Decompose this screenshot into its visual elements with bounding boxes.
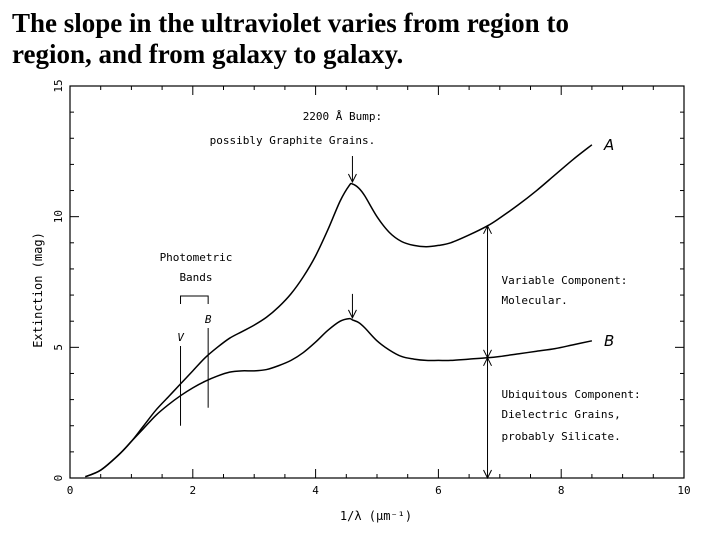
series-label-a: A bbox=[603, 136, 614, 154]
slide-title-line-2: region, and from galaxy to galaxy. bbox=[12, 39, 404, 69]
bump-label-line-1: 2200 Å Bump: bbox=[303, 110, 382, 123]
y-tick-label: 0 bbox=[52, 475, 65, 482]
x-axis-label: 1/λ (μm⁻¹) bbox=[340, 509, 412, 523]
y-tick-label: 5 bbox=[52, 344, 65, 351]
ubiquitous-component-line-2: Dielectric Grains, bbox=[502, 408, 621, 421]
y-tick-label: 15 bbox=[52, 79, 65, 92]
x-tick-label: 0 bbox=[67, 484, 74, 497]
bump-arrowhead-a bbox=[347, 173, 357, 184]
x-tick-label: 4 bbox=[312, 484, 319, 497]
bump-arrowhead-b bbox=[347, 309, 357, 320]
slide-title: The slope in the ultraviolet varies from… bbox=[12, 8, 712, 70]
series-label-b: B bbox=[604, 332, 614, 350]
band-v-label: V bbox=[177, 331, 185, 344]
bands-label-line-1: Photometric bbox=[160, 251, 233, 264]
variable-component-line-1: Variable Component: bbox=[502, 274, 628, 287]
bands-bracket bbox=[180, 295, 209, 304]
bands-label-line-2: Bands bbox=[179, 271, 212, 284]
chart-annotations: 2200 Å Bump: possibly Graphite Grains. Pho… bbox=[160, 110, 641, 480]
x-tick-label: 6 bbox=[435, 484, 442, 497]
variable-component-line-2: Molecular. bbox=[502, 294, 568, 307]
x-tick-label: 10 bbox=[677, 484, 690, 497]
band-b-label: B bbox=[205, 313, 212, 326]
bump-label-line-2: possibly Graphite Grains. bbox=[210, 134, 376, 147]
ubiquitous-arrowhead-bottom bbox=[483, 469, 492, 480]
slide-title-line-1: The slope in the ultraviolet varies from… bbox=[12, 8, 569, 38]
ubiquitous-component-line-1: Ubiquitous Component: bbox=[502, 388, 641, 401]
y-tick-label: 10 bbox=[52, 210, 65, 223]
series-line-a bbox=[85, 144, 593, 478]
x-tick-label: 8 bbox=[558, 484, 565, 497]
chart-ticks: 0 2 4 6 8 10 0 5 10 15 bbox=[52, 79, 691, 497]
chart-series: AB bbox=[85, 136, 614, 478]
variable-arrowhead-top bbox=[483, 224, 492, 235]
ubiquitous-component-line-3: probably Silicate. bbox=[502, 430, 621, 443]
series-line-b bbox=[85, 317, 593, 478]
x-tick-label: 2 bbox=[189, 484, 196, 497]
ubiquitous-arrowhead-top bbox=[483, 356, 492, 367]
y-axis-label: Extinction (mag) bbox=[31, 232, 45, 348]
